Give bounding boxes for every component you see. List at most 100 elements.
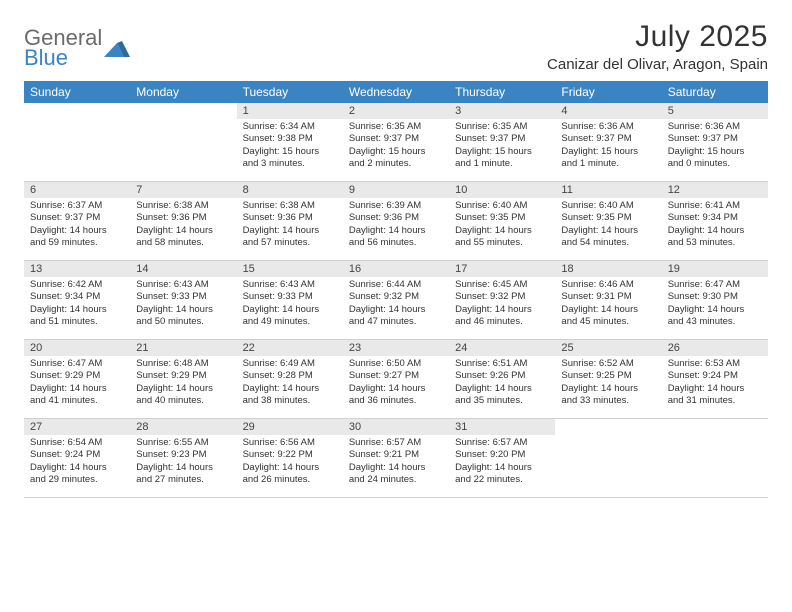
week-row: 6Sunrise: 6:37 AMSunset: 9:37 PMDaylight… — [24, 182, 768, 261]
day-cell: 20Sunrise: 6:47 AMSunset: 9:29 PMDayligh… — [24, 340, 130, 418]
day-cell: 24Sunrise: 6:51 AMSunset: 9:26 PMDayligh… — [449, 340, 555, 418]
day-cell: 4Sunrise: 6:36 AMSunset: 9:37 PMDaylight… — [555, 103, 661, 181]
day-number: 31 — [449, 419, 555, 435]
daylight-text: Daylight: 15 hours and 3 minutes. — [243, 146, 337, 171]
day-number: 9 — [343, 182, 449, 198]
sunrise-text: Sunrise: 6:46 AM — [561, 279, 655, 291]
day-cell: 19Sunrise: 6:47 AMSunset: 9:30 PMDayligh… — [662, 261, 768, 339]
month-title: July 2025 — [547, 20, 768, 54]
daylight-text: Daylight: 14 hours and 45 minutes. — [561, 304, 655, 329]
day-cell: 11Sunrise: 6:40 AMSunset: 9:35 PMDayligh… — [555, 182, 661, 260]
day-body: Sunrise: 6:57 AMSunset: 9:20 PMDaylight:… — [449, 435, 555, 490]
daylight-text: Daylight: 14 hours and 58 minutes. — [136, 225, 230, 250]
logo: General Blue — [24, 28, 130, 68]
calendar-page: General Blue July 2025 Canizar del Oliva… — [0, 0, 792, 518]
day-cell: 13Sunrise: 6:42 AMSunset: 9:34 PMDayligh… — [24, 261, 130, 339]
week-row: 13Sunrise: 6:42 AMSunset: 9:34 PMDayligh… — [24, 261, 768, 340]
daylight-text: Daylight: 14 hours and 43 minutes. — [668, 304, 762, 329]
day-cell: 27Sunrise: 6:54 AMSunset: 9:24 PMDayligh… — [24, 419, 130, 497]
day-cell: 8Sunrise: 6:38 AMSunset: 9:36 PMDaylight… — [237, 182, 343, 260]
sunset-text: Sunset: 9:32 PM — [455, 291, 549, 303]
sunrise-text: Sunrise: 6:38 AM — [136, 200, 230, 212]
day-cell — [130, 103, 236, 181]
sunset-text: Sunset: 9:37 PM — [349, 133, 443, 145]
sunset-text: Sunset: 9:29 PM — [136, 370, 230, 382]
daylight-text: Daylight: 14 hours and 29 minutes. — [30, 462, 124, 487]
day-body: Sunrise: 6:52 AMSunset: 9:25 PMDaylight:… — [555, 356, 661, 411]
day-number: 25 — [555, 340, 661, 356]
day-cell: 16Sunrise: 6:44 AMSunset: 9:32 PMDayligh… — [343, 261, 449, 339]
daylight-text: Daylight: 14 hours and 27 minutes. — [136, 462, 230, 487]
day-cell: 26Sunrise: 6:53 AMSunset: 9:24 PMDayligh… — [662, 340, 768, 418]
sunrise-text: Sunrise: 6:48 AM — [136, 358, 230, 370]
day-number — [662, 419, 768, 437]
daylight-text: Daylight: 15 hours and 0 minutes. — [668, 146, 762, 171]
day-body: Sunrise: 6:39 AMSunset: 9:36 PMDaylight:… — [343, 198, 449, 253]
day-number: 20 — [24, 340, 130, 356]
sunrise-text: Sunrise: 6:43 AM — [136, 279, 230, 291]
dow-cell: Tuesday — [237, 81, 343, 103]
day-number: 21 — [130, 340, 236, 356]
sunset-text: Sunset: 9:37 PM — [668, 133, 762, 145]
header: General Blue July 2025 Canizar del Oliva… — [24, 20, 768, 73]
sunset-text: Sunset: 9:33 PM — [136, 291, 230, 303]
day-number: 11 — [555, 182, 661, 198]
daylight-text: Daylight: 14 hours and 59 minutes. — [30, 225, 124, 250]
day-cell: 14Sunrise: 6:43 AMSunset: 9:33 PMDayligh… — [130, 261, 236, 339]
sunrise-text: Sunrise: 6:57 AM — [349, 437, 443, 449]
daylight-text: Daylight: 15 hours and 1 minute. — [455, 146, 549, 171]
dow-cell: Wednesday — [343, 81, 449, 103]
sunrise-text: Sunrise: 6:34 AM — [243, 121, 337, 133]
daylight-text: Daylight: 14 hours and 38 minutes. — [243, 383, 337, 408]
day-body: Sunrise: 6:46 AMSunset: 9:31 PMDaylight:… — [555, 277, 661, 332]
dow-cell: Sunday — [24, 81, 130, 103]
day-body: Sunrise: 6:40 AMSunset: 9:35 PMDaylight:… — [449, 198, 555, 253]
daylight-text: Daylight: 14 hours and 31 minutes. — [668, 383, 762, 408]
day-number: 2 — [343, 103, 449, 119]
day-number: 5 — [662, 103, 768, 119]
day-number: 28 — [130, 419, 236, 435]
day-number: 23 — [343, 340, 449, 356]
sunrise-text: Sunrise: 6:50 AM — [349, 358, 443, 370]
day-number: 29 — [237, 419, 343, 435]
day-cell — [555, 419, 661, 497]
day-body: Sunrise: 6:43 AMSunset: 9:33 PMDaylight:… — [237, 277, 343, 332]
day-cell: 25Sunrise: 6:52 AMSunset: 9:25 PMDayligh… — [555, 340, 661, 418]
day-number — [130, 103, 236, 121]
sunrise-text: Sunrise: 6:54 AM — [30, 437, 124, 449]
day-body: Sunrise: 6:53 AMSunset: 9:24 PMDaylight:… — [662, 356, 768, 411]
week-row: 27Sunrise: 6:54 AMSunset: 9:24 PMDayligh… — [24, 419, 768, 498]
daylight-text: Daylight: 14 hours and 57 minutes. — [243, 225, 337, 250]
sunrise-text: Sunrise: 6:41 AM — [668, 200, 762, 212]
daylight-text: Daylight: 14 hours and 22 minutes. — [455, 462, 549, 487]
day-body: Sunrise: 6:35 AMSunset: 9:37 PMDaylight:… — [343, 119, 449, 174]
daylight-text: Daylight: 15 hours and 1 minute. — [561, 146, 655, 171]
day-cell: 2Sunrise: 6:35 AMSunset: 9:37 PMDaylight… — [343, 103, 449, 181]
day-body: Sunrise: 6:36 AMSunset: 9:37 PMDaylight:… — [662, 119, 768, 174]
sunset-text: Sunset: 9:26 PM — [455, 370, 549, 382]
daylight-text: Daylight: 14 hours and 24 minutes. — [349, 462, 443, 487]
day-number: 10 — [449, 182, 555, 198]
sunrise-text: Sunrise: 6:35 AM — [349, 121, 443, 133]
day-cell — [24, 103, 130, 181]
day-cell: 28Sunrise: 6:55 AMSunset: 9:23 PMDayligh… — [130, 419, 236, 497]
day-body: Sunrise: 6:42 AMSunset: 9:34 PMDaylight:… — [24, 277, 130, 332]
day-number: 15 — [237, 261, 343, 277]
sunset-text: Sunset: 9:30 PM — [668, 291, 762, 303]
day-body: Sunrise: 6:34 AMSunset: 9:38 PMDaylight:… — [237, 119, 343, 174]
sunset-text: Sunset: 9:27 PM — [349, 370, 443, 382]
day-body: Sunrise: 6:51 AMSunset: 9:26 PMDaylight:… — [449, 356, 555, 411]
daylight-text: Daylight: 14 hours and 56 minutes. — [349, 225, 443, 250]
week-row: 20Sunrise: 6:47 AMSunset: 9:29 PMDayligh… — [24, 340, 768, 419]
day-number: 6 — [24, 182, 130, 198]
day-body: Sunrise: 6:57 AMSunset: 9:21 PMDaylight:… — [343, 435, 449, 490]
sunset-text: Sunset: 9:34 PM — [30, 291, 124, 303]
daylight-text: Daylight: 14 hours and 49 minutes. — [243, 304, 337, 329]
sunrise-text: Sunrise: 6:53 AM — [668, 358, 762, 370]
day-body: Sunrise: 6:41 AMSunset: 9:34 PMDaylight:… — [662, 198, 768, 253]
day-number: 18 — [555, 261, 661, 277]
daylight-text: Daylight: 14 hours and 53 minutes. — [668, 225, 762, 250]
day-cell: 7Sunrise: 6:38 AMSunset: 9:36 PMDaylight… — [130, 182, 236, 260]
day-number: 19 — [662, 261, 768, 277]
day-body: Sunrise: 6:37 AMSunset: 9:37 PMDaylight:… — [24, 198, 130, 253]
